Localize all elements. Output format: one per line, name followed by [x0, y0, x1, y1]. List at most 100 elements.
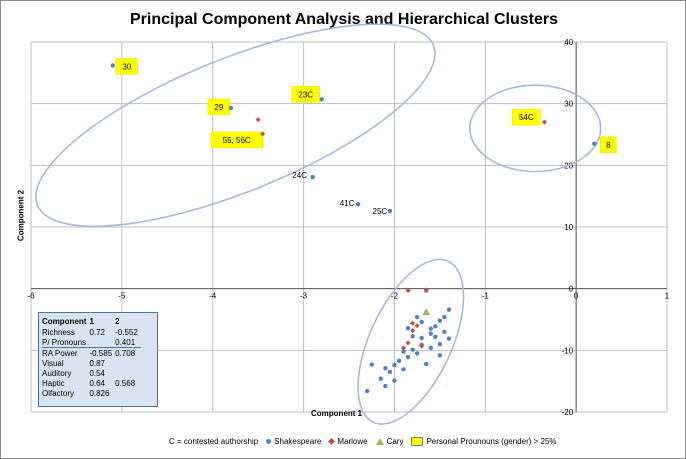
loadings-cell — [115, 388, 141, 398]
marlowe-point — [414, 323, 420, 329]
loadings-cell: Richness — [42, 327, 75, 337]
shakespeare-point — [355, 201, 361, 207]
shakespeare-point — [428, 326, 433, 331]
loadings-cell: 0.826 — [89, 388, 110, 398]
loadings-cell: Olfactory — [42, 388, 75, 398]
marlowe-point — [405, 287, 411, 294]
x-axis-label: Component 1 — [311, 409, 363, 418]
shakespeare-point — [405, 354, 411, 360]
shakespeare-point — [433, 334, 438, 339]
point-label: 25C — [373, 207, 388, 216]
circle-marker-icon — [266, 438, 272, 444]
shakespeare-point — [433, 324, 438, 329]
shakespeare-point — [437, 341, 443, 347]
shakespeare-point — [405, 325, 411, 331]
shakespeare-point — [396, 358, 402, 364]
loadings-header: 1 — [89, 317, 94, 326]
shakespeare-point — [446, 307, 452, 312]
loadings-cell: 0.72 — [89, 327, 106, 337]
x-tick-label: -6 — [27, 292, 35, 301]
legend-label: Shakespeare — [274, 436, 322, 446]
shakespeare-point — [424, 361, 429, 367]
point-label: 29 — [214, 103, 223, 112]
yellow-square-icon — [411, 436, 424, 446]
loadings-cell — [115, 358, 141, 368]
loadings-header: Component — [42, 317, 87, 326]
loadings-cell: -0.585 — [89, 347, 116, 358]
shakespeare-point — [364, 388, 370, 394]
x-tick-label: -4 — [209, 292, 217, 301]
shakespeare-point — [387, 369, 393, 375]
loadings-cell — [89, 337, 115, 348]
y-tick-label: -20 — [562, 408, 574, 417]
marlowe-point — [255, 117, 261, 123]
legend-note-text: C = contested authorship — [169, 436, 259, 446]
shakespeare-point — [228, 105, 234, 111]
shakespeare-point — [383, 383, 388, 389]
loadings-cell — [115, 368, 141, 378]
y-tick-label: 10 — [564, 223, 573, 232]
cluster-ellipse — [469, 84, 602, 173]
x-tick-label: -1 — [482, 292, 490, 301]
shakespeare-point — [419, 319, 424, 325]
point-label: 55, 56C — [223, 136, 251, 145]
shakespeare-point — [401, 367, 406, 372]
loadings-cell: 0.87 — [89, 358, 106, 368]
shakespeare-point — [442, 314, 447, 320]
y-axis-label: Component 2 — [16, 189, 26, 242]
shakespeare-point — [383, 366, 388, 371]
shakespeare-point — [387, 208, 393, 214]
legend-item-cary: Cary — [375, 437, 403, 446]
x-tick-label: -3 — [300, 292, 308, 301]
shakespeare-point — [428, 331, 433, 336]
shakespeare-point — [419, 335, 424, 341]
marlowe-point — [260, 131, 266, 137]
point-label: 30 — [122, 62, 131, 71]
x-tick-label: 1 — [665, 292, 670, 301]
y-tick-label: -10 — [562, 346, 574, 355]
loadings-cell: P/ Pronouns — [42, 337, 87, 347]
marlowe-point — [410, 328, 416, 334]
loadings-cell: 0.568 — [115, 378, 136, 388]
point-label: 41C — [340, 199, 355, 208]
loadings-cell: 0.54 — [89, 368, 106, 378]
shakespeare-point — [392, 378, 397, 383]
loadings-cell: -0.552 — [115, 327, 138, 337]
y-tick-label: 30 — [564, 100, 573, 109]
shakespeare-point — [401, 349, 406, 354]
loadings-cell: RA Power — [42, 347, 90, 358]
shakespeare-point — [110, 63, 115, 68]
marlowe-point — [419, 343, 425, 349]
x-tick-label: -2 — [391, 292, 399, 301]
shakespeare-point — [446, 336, 452, 341]
marlowe-point — [423, 287, 429, 293]
point-label: 24C — [292, 171, 307, 180]
shakespeare-point — [310, 174, 315, 180]
point-label: 23C — [298, 90, 313, 99]
y-tick-label: 0 — [569, 285, 574, 294]
point-label: 8 — [606, 141, 611, 150]
shakespeare-point — [414, 351, 420, 356]
shakespeare-point — [378, 376, 383, 381]
cary-point — [422, 308, 431, 316]
y-tick-label: 40 — [564, 38, 573, 47]
loadings-cell: Auditory — [42, 368, 72, 378]
label-highlight-box — [600, 136, 617, 153]
shakespeare-point — [437, 353, 443, 358]
diamond-marker-icon — [328, 437, 336, 445]
marlowe-point — [400, 345, 407, 351]
legend-note: C = contested authorship — [169, 437, 258, 446]
shakespeare-point — [414, 314, 420, 320]
loadings-cell: Visual — [42, 358, 64, 368]
x-tick-label: -5 — [118, 292, 126, 301]
shakespeare-point — [410, 333, 415, 339]
x-tick-label: 0 — [574, 292, 579, 301]
marlowe-point — [541, 119, 547, 125]
legend-label: Marlowe — [337, 436, 368, 446]
label-highlight-box — [291, 86, 320, 103]
legend-item-marlowe: Marlowe — [328, 436, 368, 446]
shakespeare-point — [392, 362, 397, 368]
shakespeare-point — [319, 97, 324, 102]
